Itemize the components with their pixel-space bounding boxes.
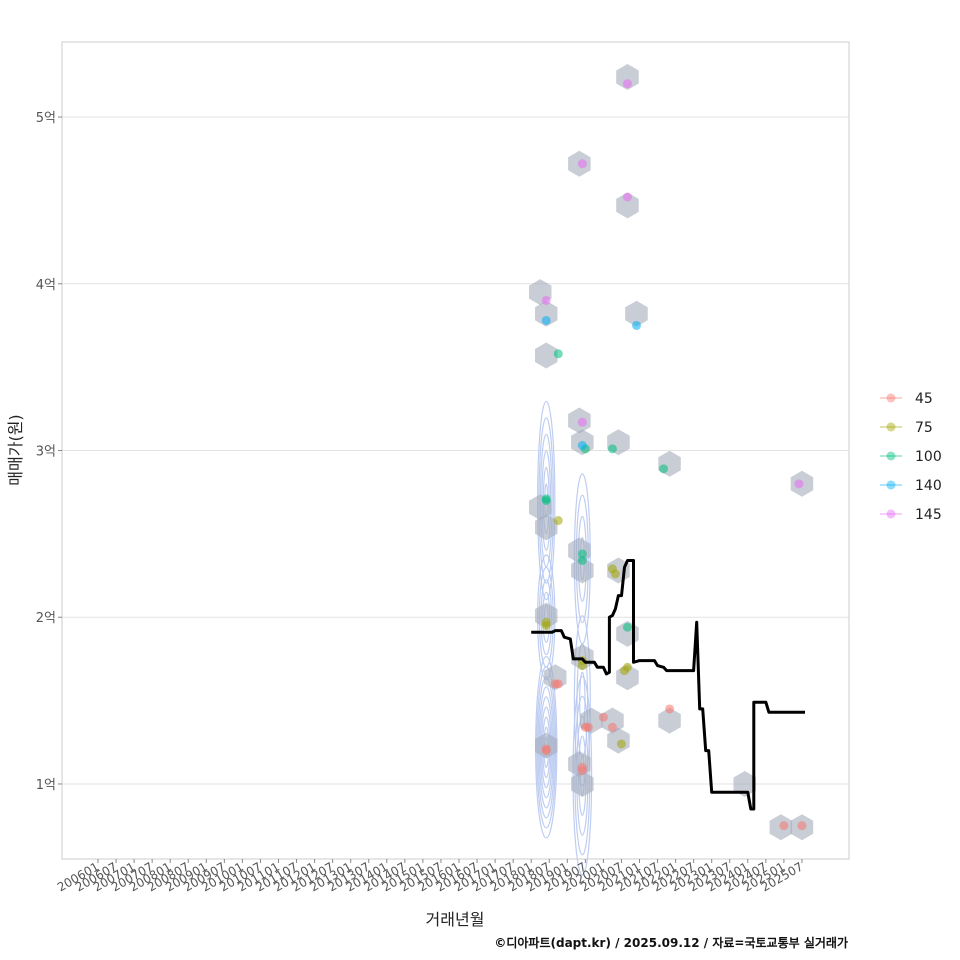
legend-label: 145: [915, 507, 942, 523]
data-point-100: [577, 549, 587, 559]
data-point-145: [622, 192, 632, 202]
data-point-45: [607, 722, 617, 732]
hexbin-cell: [616, 192, 639, 219]
legend-key-point: [886, 480, 896, 490]
data-point-100: [577, 556, 587, 566]
data-point-45: [541, 744, 551, 754]
data-point-145: [577, 159, 587, 169]
scatter-points: [541, 79, 807, 831]
data-point-140: [541, 315, 551, 325]
data-point-45: [665, 704, 675, 714]
hexbin-cell: [616, 64, 639, 90]
data-point-75: [622, 662, 632, 672]
y-axis-title: 매매가(원): [6, 414, 25, 485]
y-axis-ticks: 1억 2억 3억 4억 5억: [36, 111, 62, 793]
median-price-line: [531, 559, 805, 811]
data-point-100: [622, 622, 632, 632]
source-credit: ©디아파트(dapt.kr) / 2025.09.12 / 자료=국토교통부 실…: [494, 935, 848, 950]
legend-label: 140: [915, 478, 942, 494]
legend-label: 45: [915, 391, 933, 407]
grid-lines: [62, 116, 849, 785]
data-point-100: [607, 444, 617, 454]
y-tick-label: 3억: [36, 445, 56, 460]
hexbin-cell: [571, 771, 594, 797]
legend-label: 100: [915, 449, 942, 465]
data-point-45: [583, 722, 593, 732]
data-point-75: [616, 739, 626, 749]
data-point-140: [631, 320, 641, 330]
x-axis-ticks: 2006012006072007012007072008012008072009…: [55, 859, 805, 895]
data-point-100: [659, 464, 669, 474]
data-point-100: [541, 494, 551, 504]
data-point-75: [553, 516, 563, 526]
hexbin-cell: [625, 300, 648, 327]
data-point-100: [553, 349, 563, 359]
data-point-45: [553, 679, 563, 689]
legend-key-point: [886, 422, 896, 432]
y-tick-label: 4억: [36, 278, 56, 293]
density-contour: [572, 675, 593, 876]
hexbin-cell: [535, 602, 558, 629]
median-price-line-layer: [531, 559, 805, 811]
legend-label: 75: [915, 420, 933, 436]
data-point-145: [577, 417, 587, 427]
hexbin-cell: [658, 707, 681, 734]
data-point-45: [797, 821, 807, 831]
hexbin-cell: [571, 557, 594, 584]
y-tick-label: 5억: [36, 111, 56, 126]
hexbin-layer: [529, 64, 814, 841]
data-point-140: [577, 440, 587, 450]
data-point-145: [622, 79, 632, 89]
hexbin-cell: [535, 514, 558, 541]
legend-key-point: [886, 393, 896, 403]
hexbin-cell: [535, 342, 558, 369]
data-point-75: [541, 617, 551, 627]
y-tick-label: 2억: [36, 611, 56, 626]
data-point-45: [779, 821, 789, 831]
data-point-45: [577, 762, 587, 772]
x-axis-title: 거래년월: [426, 910, 485, 929]
data-point-145: [541, 295, 551, 305]
legend-key-point: [886, 509, 896, 519]
size-legend: 45 75 100 140 145: [880, 391, 942, 523]
y-tick-label: 1억: [36, 778, 56, 793]
hexbin-cell: [535, 300, 558, 327]
data-point-145: [794, 479, 804, 489]
data-point-75: [610, 569, 620, 579]
legend-key-point: [886, 451, 896, 461]
data-point-45: [598, 712, 608, 722]
hexbin-cell: [733, 771, 756, 797]
hexbin-cell: [601, 707, 624, 734]
